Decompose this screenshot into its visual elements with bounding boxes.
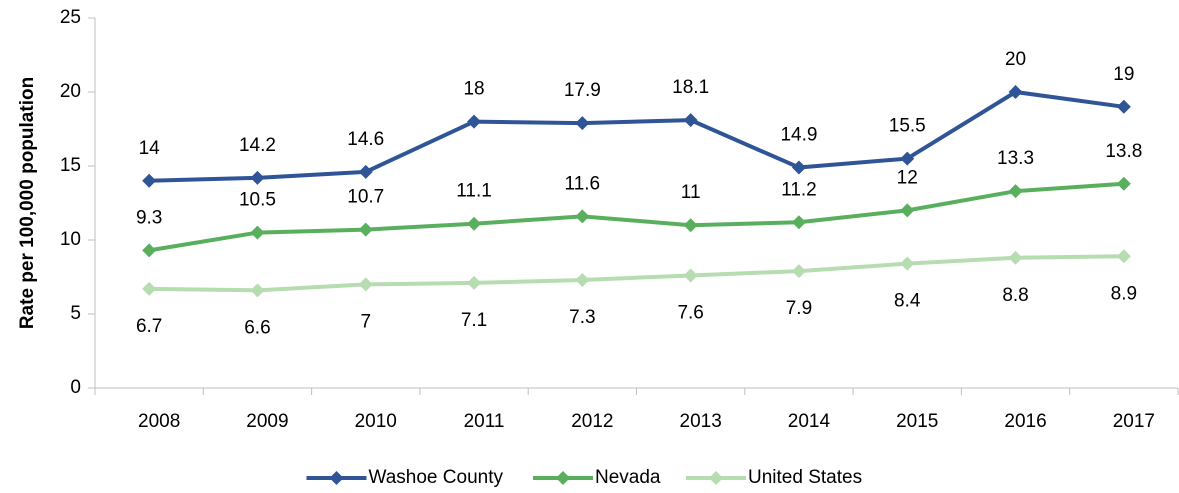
y-tick-label: 15 bbox=[60, 155, 81, 176]
point-marker bbox=[250, 283, 265, 298]
data-label: 6.7 bbox=[136, 316, 162, 337]
data-label: 13.3 bbox=[997, 148, 1034, 169]
point-marker bbox=[1008, 184, 1023, 199]
x-tick-label: 2013 bbox=[680, 411, 722, 432]
x-tick-label: 2012 bbox=[571, 411, 613, 432]
data-label: 12 bbox=[897, 167, 918, 188]
point-marker bbox=[575, 116, 590, 131]
y-tick-label: 0 bbox=[70, 377, 81, 398]
x-tick-label: 2009 bbox=[246, 411, 288, 432]
x-tick-label: 2011 bbox=[464, 411, 505, 432]
y-axis-title: Rate per 100,000 population bbox=[17, 77, 38, 329]
point-marker bbox=[142, 243, 157, 258]
data-label: 20 bbox=[1005, 49, 1026, 70]
data-label: 7.6 bbox=[677, 303, 703, 324]
data-label: 18.1 bbox=[672, 77, 709, 98]
point-marker bbox=[575, 209, 590, 224]
data-label: 11.2 bbox=[781, 179, 817, 200]
y-tick-label: 25 bbox=[60, 7, 81, 28]
data-label: 10.7 bbox=[347, 187, 384, 208]
data-label: 8.9 bbox=[1111, 283, 1137, 304]
data-label: 14.2 bbox=[239, 135, 276, 156]
point-marker bbox=[1116, 176, 1131, 191]
point-marker bbox=[358, 164, 373, 179]
y-tick-label: 20 bbox=[60, 81, 81, 102]
data-label: 14.6 bbox=[347, 129, 384, 150]
data-label: 18 bbox=[463, 79, 484, 100]
point-marker bbox=[683, 113, 698, 128]
data-label: 8.4 bbox=[894, 291, 921, 312]
series-line bbox=[149, 90, 1125, 183]
point-marker bbox=[1116, 99, 1131, 114]
point-marker bbox=[467, 216, 482, 231]
data-label: 7 bbox=[360, 311, 371, 332]
legend-marker bbox=[709, 471, 723, 485]
point-marker bbox=[142, 281, 157, 296]
point-marker bbox=[791, 215, 806, 230]
data-label: 10.5 bbox=[239, 190, 276, 211]
data-label: 13.8 bbox=[1105, 141, 1142, 162]
legend-label: Washoe County bbox=[369, 467, 504, 488]
point-marker bbox=[683, 268, 698, 283]
data-label: 15.5 bbox=[889, 116, 926, 137]
data-label: 14 bbox=[139, 138, 161, 159]
point-marker bbox=[683, 218, 698, 233]
y-tick-label: 5 bbox=[70, 303, 81, 324]
data-label: 14.9 bbox=[780, 124, 817, 145]
y-tick-label: 10 bbox=[60, 229, 81, 250]
data-label: 11 bbox=[681, 182, 701, 203]
legend-label: Nevada bbox=[595, 467, 661, 488]
point-marker bbox=[250, 170, 265, 185]
legend-marker bbox=[556, 471, 570, 485]
series-line bbox=[149, 254, 1124, 293]
point-marker bbox=[358, 277, 373, 292]
point-marker bbox=[467, 114, 482, 129]
x-tick-label: 2015 bbox=[896, 411, 938, 432]
legend-label: United States bbox=[748, 467, 862, 488]
series-line bbox=[148, 181, 1124, 253]
x-tick-label: 2008 bbox=[138, 411, 180, 432]
point-marker bbox=[1008, 250, 1023, 265]
point-marker bbox=[142, 173, 157, 188]
point-marker bbox=[900, 151, 915, 166]
point-marker bbox=[1008, 85, 1023, 99]
x-tick-label: 2014 bbox=[788, 411, 831, 432]
data-label: 7.1 bbox=[461, 310, 487, 331]
data-label: 7.3 bbox=[569, 307, 595, 328]
data-label: 7.9 bbox=[786, 298, 812, 319]
point-marker bbox=[791, 160, 806, 175]
data-label: 11.6 bbox=[565, 173, 601, 194]
x-tick-label: 2016 bbox=[1004, 411, 1046, 432]
point-marker bbox=[900, 256, 915, 271]
data-label: 17.9 bbox=[564, 80, 601, 101]
point-marker bbox=[900, 203, 915, 218]
x-tick-label: 2017 bbox=[1113, 411, 1155, 432]
point-marker bbox=[791, 264, 806, 279]
data-label: 11.1 bbox=[456, 181, 492, 202]
point-marker bbox=[1116, 249, 1131, 264]
legend-marker bbox=[329, 471, 344, 485]
data-label: 6.6 bbox=[244, 317, 270, 338]
point-marker bbox=[358, 222, 373, 237]
point-marker bbox=[575, 272, 590, 287]
data-label: 19 bbox=[1113, 64, 1134, 85]
point-marker bbox=[467, 275, 482, 290]
data-label: 8.8 bbox=[1002, 285, 1028, 306]
x-tick-label: 2010 bbox=[355, 411, 397, 432]
point-marker bbox=[250, 225, 265, 240]
data-label: 9.3 bbox=[136, 207, 162, 228]
